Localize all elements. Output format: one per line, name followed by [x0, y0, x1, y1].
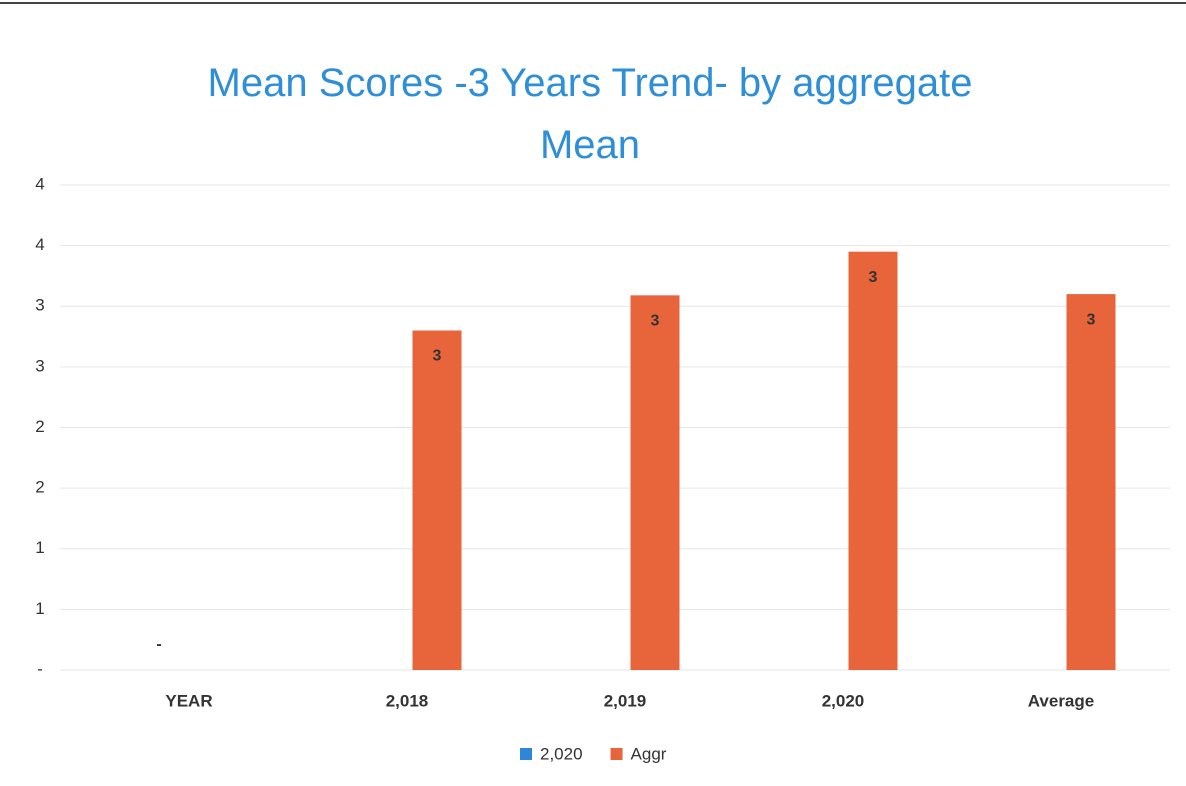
y-tick-label: 3	[35, 356, 44, 375]
bar	[848, 251, 898, 670]
legend-label: 2,020	[540, 744, 583, 763]
x-tick-label: 2,019	[604, 691, 647, 710]
x-tick-label: YEAR	[165, 691, 212, 710]
y-tick-label: 1	[35, 538, 44, 557]
bar	[630, 295, 680, 670]
legend-swatch	[610, 748, 623, 760]
y-tick-label: 2	[35, 417, 44, 436]
data-label: 3	[1087, 311, 1096, 328]
chart-title: Mean Scores -3 Years Trend- by aggregate…	[207, 61, 973, 167]
y-tick-label: 4	[35, 174, 44, 193]
data-label: -	[156, 636, 161, 653]
x-tick-label: Average	[1028, 691, 1094, 710]
y-tick-label: 1	[35, 599, 44, 618]
data-label: 3	[869, 269, 878, 286]
data-label: 3	[433, 348, 442, 365]
bar	[412, 330, 462, 670]
x-tick-label: 2,018	[386, 691, 429, 710]
legend-label: Aggr	[631, 744, 667, 763]
legend-swatch	[520, 748, 532, 760]
data-label: 3	[651, 313, 660, 330]
y-tick-label: 3	[35, 296, 44, 315]
y-tick-label: 2	[35, 478, 44, 497]
bar	[1066, 294, 1116, 670]
y-tick-label: -	[37, 659, 43, 678]
x-tick-label: 2,020	[822, 691, 865, 710]
y-tick-label: 4	[35, 235, 44, 254]
